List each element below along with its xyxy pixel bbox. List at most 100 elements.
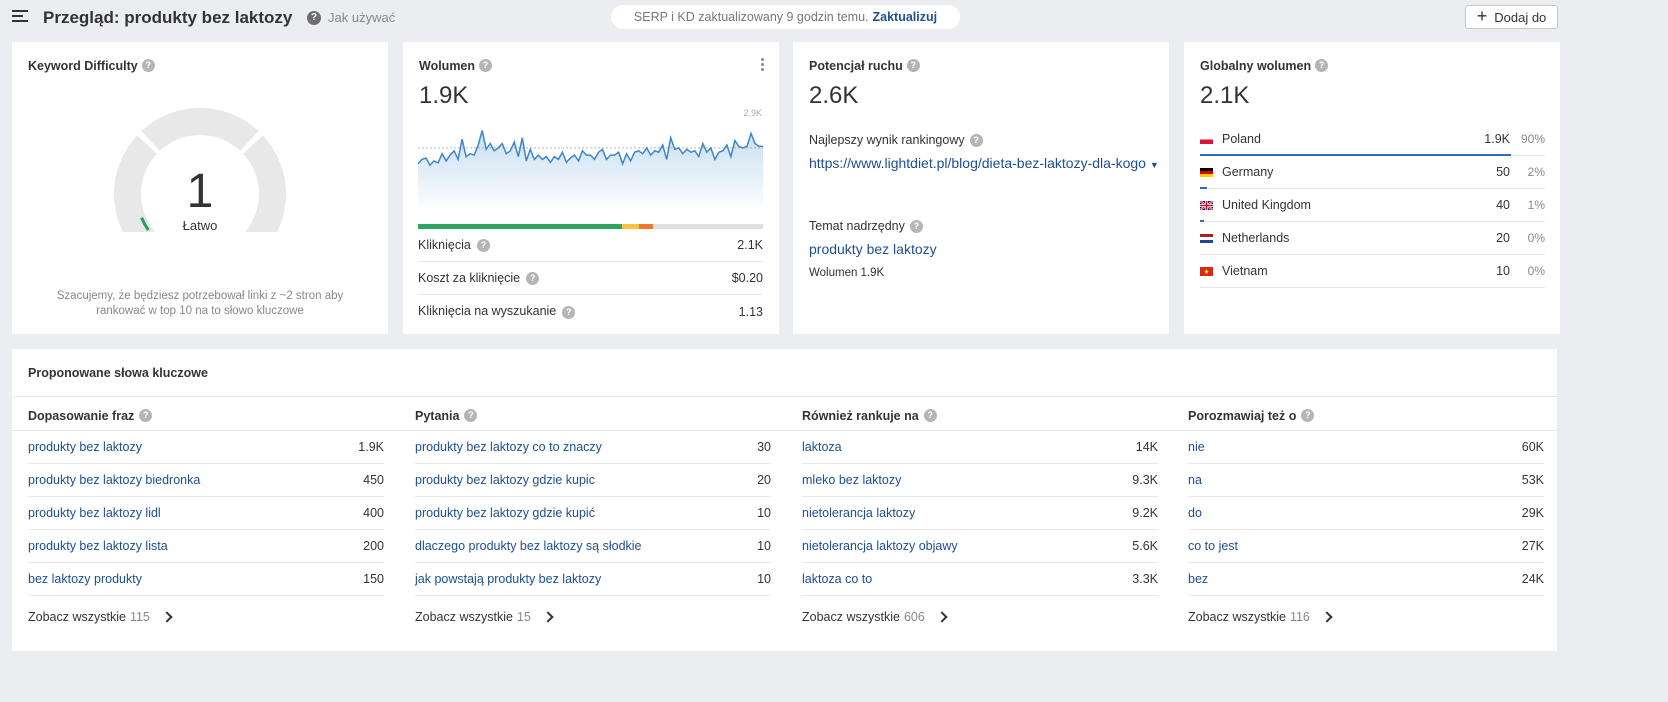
keyword-link[interactable]: co to jest xyxy=(1188,539,1239,553)
keyword-row: nietolerancja laktozy 9.2K xyxy=(802,497,1158,530)
keyword-link[interactable]: laktoza xyxy=(802,440,842,454)
kd-gauge xyxy=(114,108,286,232)
keyword-link[interactable]: bez laktozy produkty xyxy=(28,572,142,586)
country-row-pl[interactable]: Poland 1.9K 90% xyxy=(1200,123,1545,156)
keyword-link[interactable]: produkty bez laktozy gdzie kupić xyxy=(415,506,595,520)
keyword-link[interactable]: produkty bez laktozy lidl xyxy=(28,506,161,520)
column-title: Porozmawiaj też o? xyxy=(1188,409,1315,423)
see-all-link[interactable]: Zobacz wszystkie 116 xyxy=(1188,610,1333,624)
metric-row-cpc: Koszt za kliknięcie? $0.20 xyxy=(418,262,763,295)
metric-row-clicks: Kliknięcia? 2.1K xyxy=(418,229,763,262)
keyword-link[interactable]: na xyxy=(1188,473,1202,487)
country-volume: 50 xyxy=(1496,165,1510,179)
chevron-right-icon xyxy=(542,611,554,623)
keyword-volume: 400 xyxy=(363,506,384,520)
keyword-volume: 20 xyxy=(757,473,771,487)
keyword-link[interactable]: produkty bez laktozy co to znaczy xyxy=(415,440,602,454)
keyword-row: co to jest 27K xyxy=(1188,530,1544,563)
keyword-volume: 9.2K xyxy=(1132,506,1158,520)
parent-topic-label: Temat nadrzędny? xyxy=(809,219,923,234)
keyword-link[interactable]: do xyxy=(1188,506,1202,520)
how-to-use-link[interactable]: Jak używać xyxy=(328,10,396,25)
country-row-gb[interactable]: United Kingdom 40 1% xyxy=(1200,189,1545,222)
volume-title: Wolumen? xyxy=(419,59,493,73)
divider xyxy=(399,430,787,431)
global-volume-card: Globalny wolumen? 2.1K Poland 1.9K 90% Germ… xyxy=(1184,42,1560,334)
see-all-link[interactable]: Zobacz wszystkie 606 xyxy=(802,610,948,624)
keyword-volume: 10 xyxy=(757,539,771,553)
see-all-count: 115 xyxy=(129,610,150,624)
help-icon[interactable]: ? xyxy=(479,59,493,73)
country-volume: 40 xyxy=(1496,198,1510,212)
country-share-bar xyxy=(1200,187,1207,189)
see-all-label: Zobacz wszystkie xyxy=(802,610,900,624)
keyword-link[interactable]: nie xyxy=(1188,440,1205,454)
help-icon[interactable]: ? xyxy=(464,409,478,423)
metric-label: Koszt za kliknięcie xyxy=(418,270,521,285)
flag-gb-icon xyxy=(1200,201,1213,210)
help-icon[interactable]: ? xyxy=(476,239,490,253)
keyword-link[interactable]: produkty bez laktozy gdzie kupic xyxy=(415,473,595,487)
see-all-link[interactable]: Zobacz wszystkie 15 xyxy=(415,610,554,624)
see-all-link[interactable]: Zobacz wszystkie 115 xyxy=(28,610,173,624)
country-row-de[interactable]: Germany 50 2% xyxy=(1200,156,1545,189)
country-volume: 20 xyxy=(1496,231,1510,245)
keyword-volume: 450 xyxy=(363,473,384,487)
column-title: Również rankuje na? xyxy=(802,409,937,423)
keyword-link[interactable]: produkty bez laktozy biedronka xyxy=(28,473,201,487)
best-ranking-url[interactable]: https://www.lightdiet.pl/blog/dieta-bez-… xyxy=(809,155,1159,171)
keyword-row: produkty bez laktozy gdzie kupic 20 xyxy=(415,464,771,497)
add-to-label: Dodaj do xyxy=(1494,9,1547,25)
help-icon[interactable]: ? xyxy=(139,409,153,423)
column-title: Pytania? xyxy=(415,409,478,423)
keyword-link[interactable]: produkty bez laktozy xyxy=(28,440,142,454)
see-all-count: 15 xyxy=(516,610,531,624)
keyword-row: laktoza co to 3.3K xyxy=(802,563,1158,596)
bar-segment-green xyxy=(418,224,622,229)
keyword-row: dlaczego produkty bez laktozy są słodkie… xyxy=(415,530,771,563)
volume-trend-chart[interactable] xyxy=(418,108,763,208)
keyword-link[interactable]: jak powstają produkty bez laktozy xyxy=(415,572,602,586)
country-percent: 0% xyxy=(1527,231,1545,245)
help-icon[interactable]: ? xyxy=(1301,409,1315,423)
help-icon[interactable]: ? xyxy=(526,272,540,286)
caret-down-icon[interactable]: ▼ xyxy=(1149,160,1159,170)
help-icon[interactable]: ? xyxy=(307,11,321,25)
country-share-bar xyxy=(1200,220,1204,222)
add-to-button[interactable]: + Dodaj do xyxy=(1465,5,1558,29)
keyword-link[interactable]: mleko bez laktozy xyxy=(802,473,902,487)
keyword-volume: 10 xyxy=(757,506,771,520)
country-row-nl[interactable]: Netherlands 20 0% xyxy=(1200,222,1545,255)
more-options-icon[interactable] xyxy=(761,58,765,73)
help-icon[interactable]: ? xyxy=(141,59,155,73)
bar-segment-orange xyxy=(638,224,653,229)
keyword-row: mleko bez laktozy 9.3K xyxy=(802,464,1158,497)
gauge-value-arc xyxy=(140,217,150,231)
keyword-link[interactable]: nietolerancja laktozy xyxy=(802,506,916,520)
help-icon[interactable]: ? xyxy=(1315,59,1329,73)
keyword-link[interactable]: bez xyxy=(1188,572,1209,586)
help-icon[interactable]: ? xyxy=(562,305,576,319)
flag-de-icon xyxy=(1200,168,1213,177)
keyword-link[interactable]: laktoza co to xyxy=(802,572,873,586)
keyword-link[interactable]: dlaczego produkty bez laktozy są słodkie xyxy=(415,539,642,553)
help-icon[interactable]: ? xyxy=(906,59,920,73)
country-percent: 0% xyxy=(1527,264,1545,278)
best-ranking-label: Najlepszy wynik rankingowy? xyxy=(809,133,983,148)
serp-status-text: SERP i KD zaktualizowany 9 godzin temu. xyxy=(633,10,869,24)
keyword-link[interactable]: nietolerancja laktozy objawy xyxy=(802,539,958,553)
keyword-volume: 150 xyxy=(363,572,384,586)
help-icon[interactable]: ? xyxy=(923,409,937,423)
keyword-row: nietolerancja laktozy objawy 5.6K xyxy=(802,530,1158,563)
update-link[interactable]: Zaktualizuj xyxy=(872,10,938,24)
keyword-link[interactable]: produkty bez laktozy lista xyxy=(28,539,168,553)
parent-topic-link[interactable]: produkty bez laktozy xyxy=(809,241,937,257)
country-row-vn[interactable]: Vietnam 10 0% xyxy=(1200,255,1545,288)
divider xyxy=(786,430,1174,431)
help-icon[interactable]: ? xyxy=(909,220,923,234)
serp-status-pill: SERP i KD zaktualizowany 9 godzin temu. … xyxy=(611,5,960,29)
help-icon[interactable]: ? xyxy=(969,134,983,148)
bar-segment-yellow xyxy=(621,224,639,229)
flag-nl-icon xyxy=(1200,234,1213,243)
hamburger-menu-icon[interactable] xyxy=(12,10,28,23)
